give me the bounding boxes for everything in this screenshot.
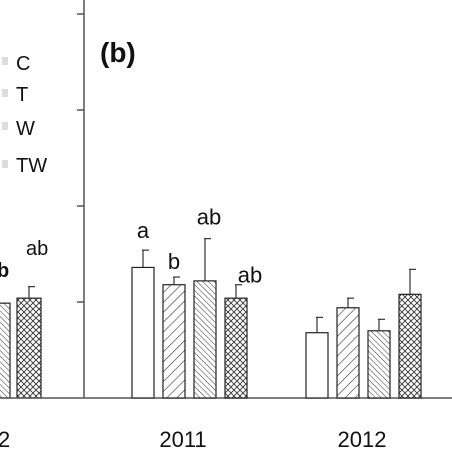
sig-letter-w-2011: ab [197,205,221,230]
legend-swatch-t [2,89,8,97]
legend-entry-w: W [2,118,35,140]
left-x-tick-label: 2 [0,427,10,452]
left-bar-tw [16,297,42,399]
sig-letter-t-2011: b [168,249,180,274]
bar-c-2011 [131,266,155,399]
sig-letter-tw-2011: ab [238,263,262,288]
x-tick-label-2012: 2012 [338,427,387,452]
left-letter-tw: ab [26,238,48,260]
panel-label-b: (b) [100,37,136,68]
x-tick-label-2011: 2011 [159,427,206,452]
left-letter-w: b [0,260,9,282]
left-bar-w-partial [0,302,11,399]
legend-entry-tw: TW [2,155,47,177]
legend-swatch-c [2,57,8,65]
left-panel: C T W TW b ab 2 [0,53,48,452]
bar-w-2012 [367,330,391,399]
bar-w-2011 [193,280,217,399]
legend-entry-c: C [2,53,30,75]
bar-t-2012 [336,307,360,399]
y-axis-ticks [77,13,84,303]
sig-letter-c-2011: a [137,218,150,243]
legend-label-w: W [16,118,35,140]
bar-c-2012 [305,332,329,399]
legend-label-tw: TW [16,155,47,177]
legend-entry-t: T [2,84,28,106]
bar-t-2011 [162,284,186,399]
legend-label-c: C [16,53,30,75]
legend-swatch-w [2,122,8,130]
legend-swatch-tw [2,160,8,168]
legend-label-t: T [16,84,28,106]
bar-tw-2011 [224,297,248,399]
left-bars [0,286,42,399]
legend: C T W TW [2,53,47,177]
bar-tw-2012 [398,293,422,399]
